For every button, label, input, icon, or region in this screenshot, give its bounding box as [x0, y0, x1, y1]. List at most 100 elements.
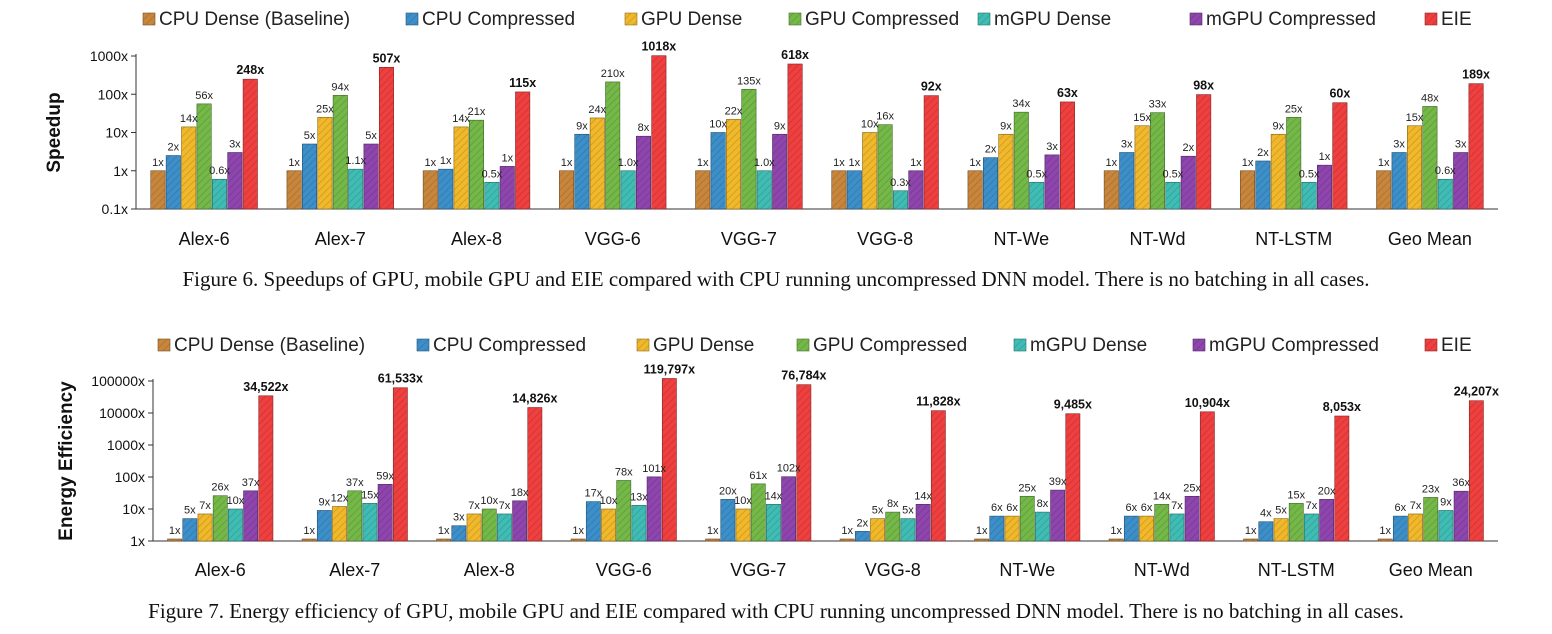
legend-swatch	[624, 12, 638, 26]
data-label: 76,784x	[781, 369, 826, 383]
legend-item-gpu-dense: GPU Dense	[636, 335, 754, 356]
bar-mgpu-compressed-vgg-6	[635, 135, 651, 210]
legend-item-eie: EIE	[1424, 335, 1472, 356]
bar-gpu-dense-alex-7	[317, 116, 333, 210]
data-label: 9x	[576, 120, 588, 132]
data-label: 618x	[781, 48, 809, 62]
data-label: 39x	[1049, 476, 1067, 488]
data-label: 1x	[1110, 525, 1122, 537]
data-label: 2x	[1257, 147, 1269, 159]
data-label: 1x	[1106, 157, 1118, 169]
y-tick-label: 1x	[130, 533, 145, 549]
data-label: 11,828x	[916, 395, 961, 409]
y-tick-label: 1000x	[90, 48, 128, 64]
bar-eie-alex-8	[515, 91, 531, 210]
data-label: 48x	[1421, 92, 1439, 104]
data-label: 210x	[601, 68, 625, 80]
data-label: 14x	[914, 490, 932, 502]
legend-label: CPU Dense (Baseline)	[159, 9, 350, 30]
bar-gpu-compressed-nt-lstm	[1286, 116, 1302, 210]
y-tick-label: 10x	[105, 125, 128, 141]
bar-mgpu-dense-nt-wd	[1169, 513, 1185, 542]
bar-eie-vgg-7	[796, 384, 812, 542]
data-label: 1.0x	[754, 157, 775, 169]
bar-mgpu-dense-alex-7	[348, 168, 364, 210]
legend-item-cpu-dense-baseline: CPU Dense (Baseline)	[142, 9, 350, 30]
bar-gpu-compressed-alex-7	[332, 94, 348, 210]
data-label: 1x	[288, 157, 300, 169]
data-label: 63x	[1057, 86, 1078, 100]
bar-mgpu-compressed-alex-8	[499, 166, 515, 210]
legend-swatch	[1192, 338, 1206, 352]
bar-mgpu-compressed-alex-8	[512, 500, 528, 542]
bar-cpu-dense-baseline-nt-we	[974, 538, 990, 542]
bar-gpu-compressed-alex-7	[347, 490, 363, 542]
bar-gpu-dense-vgg-6	[589, 117, 605, 210]
bar-eie-alex-6	[258, 395, 274, 542]
bar-eie-alex-8	[527, 407, 543, 542]
data-label: 20x	[719, 485, 737, 497]
data-label: 1x	[425, 157, 437, 169]
data-label: 1x	[1319, 151, 1331, 163]
bar-mgpu-compressed-nt-lstm	[1319, 499, 1335, 542]
legend-item-mgpu-dense: mGPU Dense	[977, 9, 1111, 30]
data-label: 1x	[438, 525, 450, 537]
bar-gpu-dense-vgg-6	[601, 508, 616, 542]
data-label: 61x	[749, 470, 767, 482]
bar-gpu-compressed-vgg-8	[877, 124, 893, 210]
bar-mgpu-compressed-geo-mean	[1453, 152, 1469, 210]
data-label: 7x	[468, 500, 480, 512]
legend-swatch	[142, 12, 156, 26]
y-tick-label: 0.1x	[102, 201, 128, 217]
bar-mgpu-compressed-vgg-7	[781, 476, 797, 542]
bar-cpu-compressed-alex-7	[316, 510, 332, 542]
data-label: 102x	[777, 463, 801, 475]
bar-gpu-compressed-alex-6	[212, 495, 228, 542]
data-label: 25x	[1018, 482, 1036, 494]
data-label: 78x	[615, 466, 633, 478]
data-label: 1018x	[641, 40, 676, 54]
figure-6-caption: Figure 6. Speedups of GPU, mobile GPU an…	[182, 267, 1370, 291]
bars	[167, 378, 1484, 542]
data-label: 36x	[1452, 477, 1470, 489]
bar-cpu-compressed-alex-8	[451, 525, 467, 542]
bar-gpu-dense-nt-we	[998, 133, 1014, 210]
bar-eie-nt-wd	[1196, 94, 1212, 210]
data-label: 8x	[887, 498, 899, 510]
data-label: 37x	[242, 477, 260, 489]
legend-label: GPU Dense	[653, 335, 754, 356]
data-label: 94x	[331, 81, 349, 93]
bar-eie-alex-6	[242, 78, 258, 210]
data-label: 14x	[1153, 490, 1171, 502]
bar-gpu-compressed-nt-we	[1013, 111, 1029, 210]
bar-cpu-compressed-geo-mean	[1391, 152, 1407, 210]
data-label: 135x	[737, 75, 761, 87]
data-label: 24,207x	[1454, 385, 1499, 399]
legend-swatch	[157, 338, 171, 352]
bar-cpu-compressed-geo-mean	[1392, 515, 1408, 542]
category-label: NT-Wd	[1134, 560, 1190, 580]
bar-mgpu-dense-alex-8	[484, 181, 500, 210]
data-label: 5x	[365, 130, 377, 142]
bar-gpu-compressed-nt-we	[1019, 495, 1035, 542]
data-label: 10x	[709, 119, 727, 131]
bar-cpu-compressed-vgg-8	[846, 170, 862, 210]
data-label: 5x	[184, 505, 196, 517]
legend-label: GPU Compressed	[805, 9, 959, 30]
legend-swatch	[636, 338, 650, 352]
bar-mgpu-compressed-vgg-8	[915, 504, 931, 542]
y-tick-label: 1000x	[107, 437, 145, 453]
data-label: 15x	[1133, 112, 1151, 124]
bar-gpu-compressed-vgg-7	[750, 483, 766, 542]
bar-gpu-dense-vgg-7	[735, 508, 751, 542]
data-label: 37x	[346, 477, 364, 489]
data-label: 1x	[169, 525, 181, 537]
bar-eie-vgg-6	[651, 55, 667, 210]
data-label: 15x	[1287, 489, 1305, 501]
data-label: 0.5x	[481, 168, 502, 180]
data-label: 25x	[316, 103, 334, 115]
legend-label: mGPU Compressed	[1206, 9, 1376, 30]
bar-eie-nt-wd	[1199, 411, 1215, 542]
data-label: 1x	[303, 525, 315, 537]
data-label: 10x	[734, 495, 752, 507]
